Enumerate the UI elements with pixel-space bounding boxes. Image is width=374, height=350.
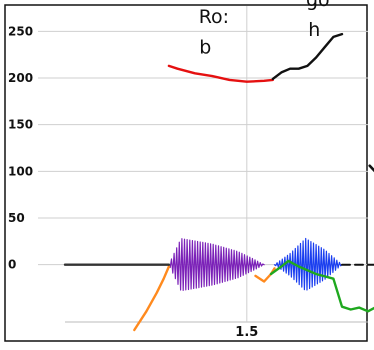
y-tick-label: 200: [8, 71, 33, 85]
y-tick-label: 250: [8, 24, 33, 38]
annotations: Ro: b go h: [199, 0, 330, 59]
annotation-label: Ro:: [199, 6, 229, 28]
series-line: [133, 265, 171, 332]
y-tick-label: 150: [8, 118, 33, 132]
series-line: [269, 259, 374, 313]
annotation-label: h: [308, 19, 320, 41]
annotation-label: go: [306, 0, 330, 11]
y-tick-label: 50: [8, 211, 25, 225]
series-line: [271, 32, 344, 81]
x-tick-label: 1.5: [235, 325, 258, 340]
y-tick-label: 0: [8, 258, 16, 272]
series-oscillation: [273, 237, 343, 291]
series-line: [167, 64, 274, 83]
y-tick-label: 100: [8, 164, 33, 178]
series-line: [254, 267, 276, 283]
annotation-label: b: [199, 37, 211, 59]
x-tick-labels: 1.5: [235, 325, 258, 340]
series-fragment: [368, 164, 374, 173]
series-oscillation: [168, 238, 265, 291]
y-tick-labels: 0 50 100 150 200 250: [8, 24, 33, 271]
chart-border: [4, 4, 368, 342]
series-layer: [63, 32, 374, 332]
